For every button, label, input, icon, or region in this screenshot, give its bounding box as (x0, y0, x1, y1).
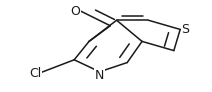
Text: O: O (70, 5, 80, 18)
Text: S: S (181, 23, 190, 36)
Text: Cl: Cl (29, 67, 41, 80)
Text: N: N (95, 69, 104, 82)
